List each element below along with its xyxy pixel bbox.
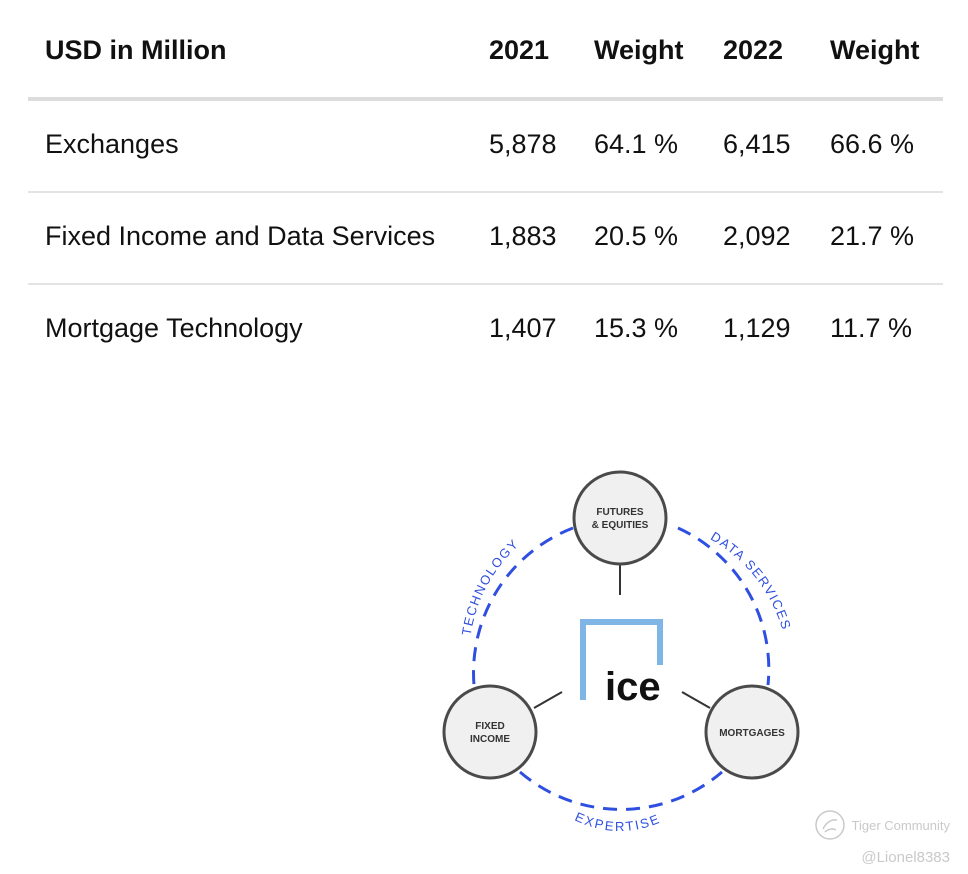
- header-cell-weight-2021: Weight: [594, 35, 684, 65]
- value-2022: 2,092: [723, 221, 791, 251]
- ice-business-diagram: TECHNOLOGY DATA SERVICES EXPERTISE ice F…: [442, 470, 800, 834]
- node-futures-equities-line1: FUTURES: [596, 507, 644, 518]
- connector-left: [533, 691, 563, 709]
- ice-logo-text: ice: [605, 665, 661, 709]
- value-2021: 1,407: [489, 313, 557, 343]
- ice-logo: ice: [580, 619, 663, 709]
- value-2021: 5,878: [489, 129, 557, 159]
- header-cell-weight-2022: Weight: [830, 35, 920, 65]
- node-futures-equities: [572, 470, 668, 566]
- value-2022: 6,415: [723, 129, 791, 159]
- connector-right: [681, 691, 711, 709]
- header-cell-label: USD in Million: [45, 35, 227, 65]
- watermark-brand: Tiger Community: [851, 817, 950, 833]
- arc-label-expertise: EXPERTISE: [573, 809, 663, 834]
- node-futures-equities-line2: & EQUITIES: [592, 520, 649, 531]
- watermark-brand-row: Tiger Community: [814, 809, 950, 841]
- weight-2021: 20.5 %: [594, 221, 679, 251]
- table-row: Fixed Income and Data Services 1,883 20.…: [28, 193, 943, 285]
- value-2021: 1,883: [489, 221, 557, 251]
- value-2022: 1,129: [723, 313, 791, 343]
- weight-2021: 15.3 %: [594, 313, 679, 343]
- segment-name: Exchanges: [45, 129, 179, 159]
- arc-label-technology: TECHNOLOGY: [459, 536, 522, 637]
- table-header-row: USD in Million 2021 Weight 2022 Weight: [28, 0, 943, 101]
- node-fixed-income-line1: FIXED: [475, 721, 504, 732]
- segment-name: Mortgage Technology: [45, 313, 303, 343]
- arc-label-data-services: DATA SERVICES: [708, 529, 794, 633]
- ring-arc-left: [472, 526, 574, 686]
- header-cell-2022: 2022: [723, 35, 784, 65]
- node-fixed-income: [442, 684, 538, 780]
- weight-2021: 64.1 %: [594, 129, 679, 159]
- watermark-user: @Lionel8383: [861, 849, 950, 866]
- node-mortgages: [704, 684, 800, 780]
- weight-2022: 66.6 %: [830, 129, 915, 159]
- weight-2022: 11.7 %: [830, 313, 913, 343]
- weight-2022: 21.7 %: [830, 221, 915, 251]
- ring-arc-bottom: [519, 770, 723, 811]
- ice-logo-frame: [580, 619, 663, 700]
- segment-name: Fixed Income and Data Services: [45, 221, 436, 251]
- node-fixed-income-line2: INCOME: [470, 734, 510, 745]
- watermark: Tiger Community @Lionel8383: [814, 809, 950, 866]
- header-cell-2021: 2021: [489, 35, 550, 65]
- table-row: Mortgage Technology 1,407 15.3 % 1,129 1…: [28, 285, 943, 375]
- ring-arc-right: [677, 526, 771, 686]
- table-row: Exchanges 5,878 64.1 % 6,415 66.6 %: [28, 101, 943, 193]
- segment-revenue-table: USD in Million 2021 Weight 2022 Weight E…: [28, 0, 943, 375]
- tiger-logo-icon: [814, 810, 845, 840]
- node-mortgages-line1: MORTGAGES: [719, 728, 785, 739]
